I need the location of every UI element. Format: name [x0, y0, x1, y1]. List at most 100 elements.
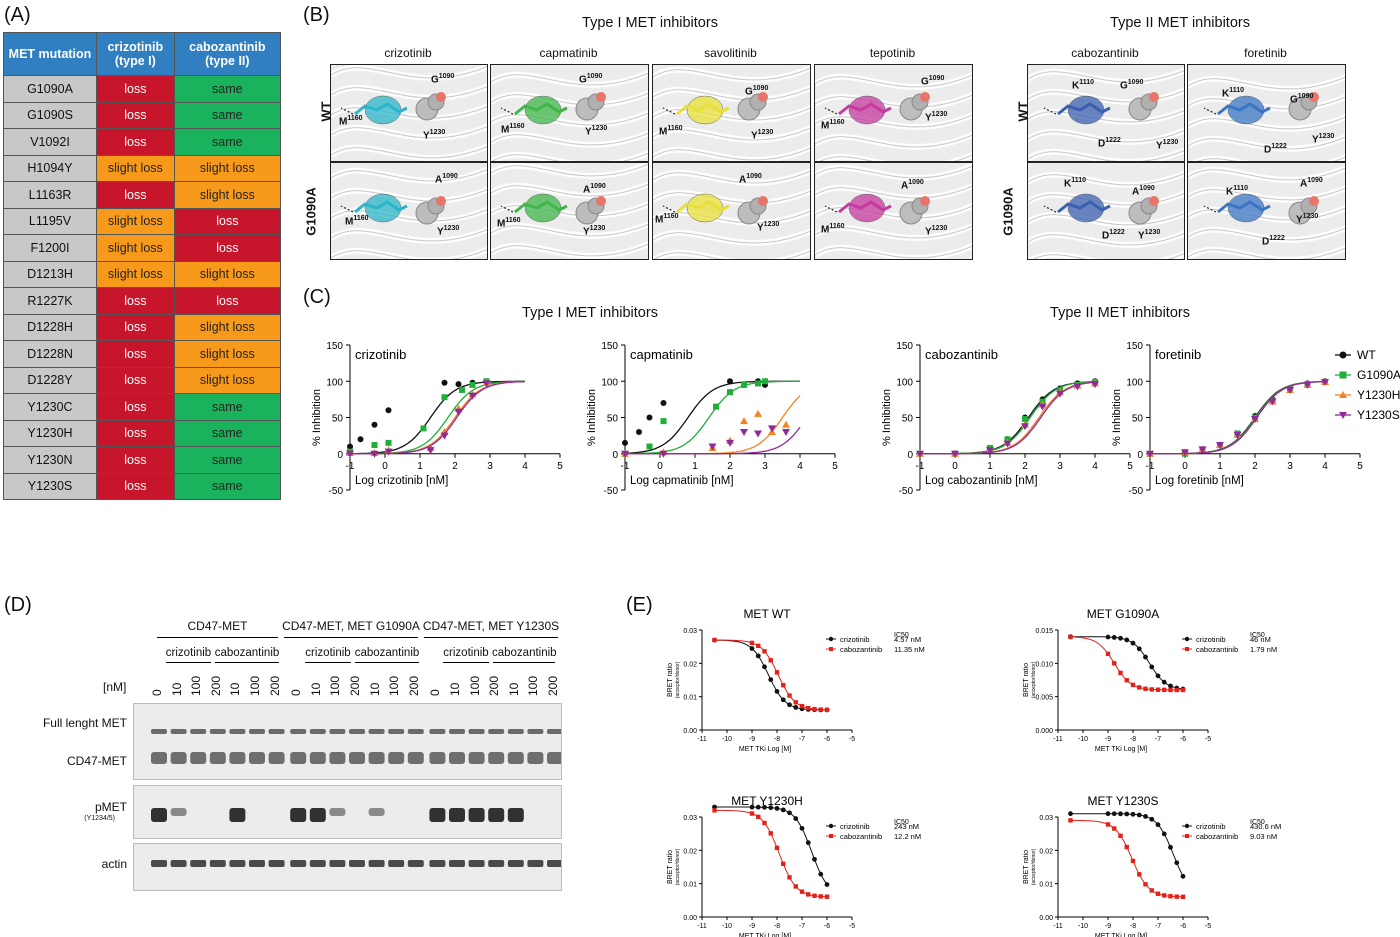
- structure-drawing: [491, 69, 648, 161]
- blot-drug-label: crizotinib: [443, 647, 489, 659]
- lane-concentration-label: 100: [526, 675, 541, 696]
- data-point: [756, 643, 761, 649]
- fit-curve: [714, 809, 828, 898]
- structure-drawing: [331, 65, 487, 161]
- data-point: [1161, 831, 1167, 837]
- x-tick-label: -1: [916, 461, 925, 472]
- mutation-cell: Y1230C: [3, 393, 97, 421]
- band-pmet: [468, 808, 485, 822]
- table-header-text: cabozantinib: [189, 40, 266, 54]
- y-tick-label: 50: [902, 414, 914, 425]
- data-point: [1022, 415, 1028, 422]
- x-tick-label: -8: [1130, 736, 1136, 743]
- legend-label: cabozantinib: [840, 832, 882, 841]
- effect-cell: same: [173, 419, 282, 447]
- residue-label: M1160: [659, 125, 683, 138]
- data-point: [818, 871, 824, 877]
- x-axis-label: Log cabozantinib [nM]: [925, 475, 1038, 487]
- lane-concentration-label: 10: [228, 682, 243, 696]
- band-full-length-met: [388, 729, 405, 734]
- table-row: V1092I loss same: [3, 128, 282, 156]
- x-tick-label: 2: [1022, 461, 1028, 472]
- blot-bands: [151, 860, 563, 867]
- band-actin: [488, 860, 505, 867]
- band-actin: [309, 860, 326, 867]
- residue-label: D1222: [1262, 235, 1285, 248]
- protein-ribbon-edge: [491, 163, 648, 177]
- data-point: [812, 706, 817, 712]
- table-row: Y1230H loss same: [3, 419, 282, 447]
- effect-cell: slight loss: [96, 260, 175, 288]
- data-point: [1143, 882, 1148, 887]
- data-point: [1124, 637, 1130, 643]
- band-actin: [407, 860, 424, 867]
- band-cd47-met: [329, 752, 346, 764]
- y-tick-label: -50: [899, 486, 914, 497]
- data-point: [1198, 446, 1207, 454]
- data-point: [793, 705, 799, 710]
- y-tick-label: 0.01: [683, 695, 697, 702]
- data-point: [780, 697, 786, 703]
- residue-label: M1160: [821, 119, 845, 132]
- chart-title: crizotinib: [355, 347, 406, 362]
- band-pmet: [488, 808, 505, 822]
- table-row: D1228Y loss slight loss: [3, 366, 282, 394]
- band-cd47-met: [170, 752, 187, 764]
- protein-ribbon-edge: [815, 114, 972, 128]
- effect-cell: loss: [173, 234, 282, 262]
- data-point: [806, 705, 811, 711]
- data-point: [812, 856, 817, 862]
- mutation-cell: F1200I: [3, 234, 97, 262]
- data-point: [660, 418, 667, 425]
- data-point: [793, 700, 798, 705]
- data-point: [812, 893, 817, 898]
- data-point: [793, 816, 799, 821]
- x-tick-label: -1: [1146, 461, 1155, 472]
- table-header-text: (type II): [205, 54, 250, 68]
- effect-cell: slight loss: [173, 366, 282, 394]
- y-axis-label: BRET ratio: [1023, 850, 1030, 884]
- mutation-table-header: MET mutation crizotinib (type I) cabozantin…: [3, 32, 282, 76]
- data-point: [787, 810, 792, 816]
- legend-marker: [828, 636, 834, 642]
- band-cd47-met: [209, 752, 226, 764]
- data-point: [1149, 816, 1155, 822]
- legend-label: crizotinib: [840, 635, 870, 644]
- residue-label: K1110: [1226, 185, 1249, 198]
- protein-ribbon-edge: [815, 74, 972, 88]
- oxygen-sphere: [758, 92, 768, 102]
- x-tick-label: 4: [797, 461, 803, 472]
- legend-label: WT: [1357, 348, 1376, 362]
- y-axis-sublabel: (acceptor/donor): [1031, 848, 1037, 885]
- lane-concentration-label: 0: [289, 689, 304, 696]
- structure-drawing: [653, 65, 810, 161]
- data-point: [1149, 888, 1154, 893]
- ligand-sticks: [1217, 102, 1271, 116]
- data-point: [755, 653, 761, 659]
- protein-ribbon-edge: [1028, 150, 1184, 161]
- data-point: [1056, 390, 1064, 398]
- effect-cell: loss: [96, 366, 175, 394]
- data-point: [740, 417, 748, 425]
- fit-curve: [624, 380, 800, 455]
- data-point: [726, 439, 734, 447]
- ligand-sticks: [838, 102, 892, 116]
- data-point: [1286, 386, 1294, 394]
- effect-cell: loss: [96, 472, 175, 500]
- ligand-sticks: [1217, 200, 1271, 214]
- residue-label: M1160: [497, 217, 521, 230]
- chart-title: MET Y1230S: [1088, 794, 1159, 808]
- data-point: [1003, 440, 1012, 448]
- band-pmet: [368, 808, 385, 816]
- x-tick-label: 3: [1287, 461, 1293, 472]
- data-point: [1091, 381, 1099, 389]
- protein-ribbon-edge: [331, 86, 487, 99]
- data-point: [824, 707, 830, 712]
- blot-drug-line: [355, 662, 419, 663]
- protein-ribbon: [1188, 244, 1345, 259]
- data-point: [755, 804, 761, 810]
- residue-label: A1090: [739, 173, 762, 186]
- band-full-length-met: [151, 729, 167, 734]
- x-tick-label: 0: [657, 461, 663, 472]
